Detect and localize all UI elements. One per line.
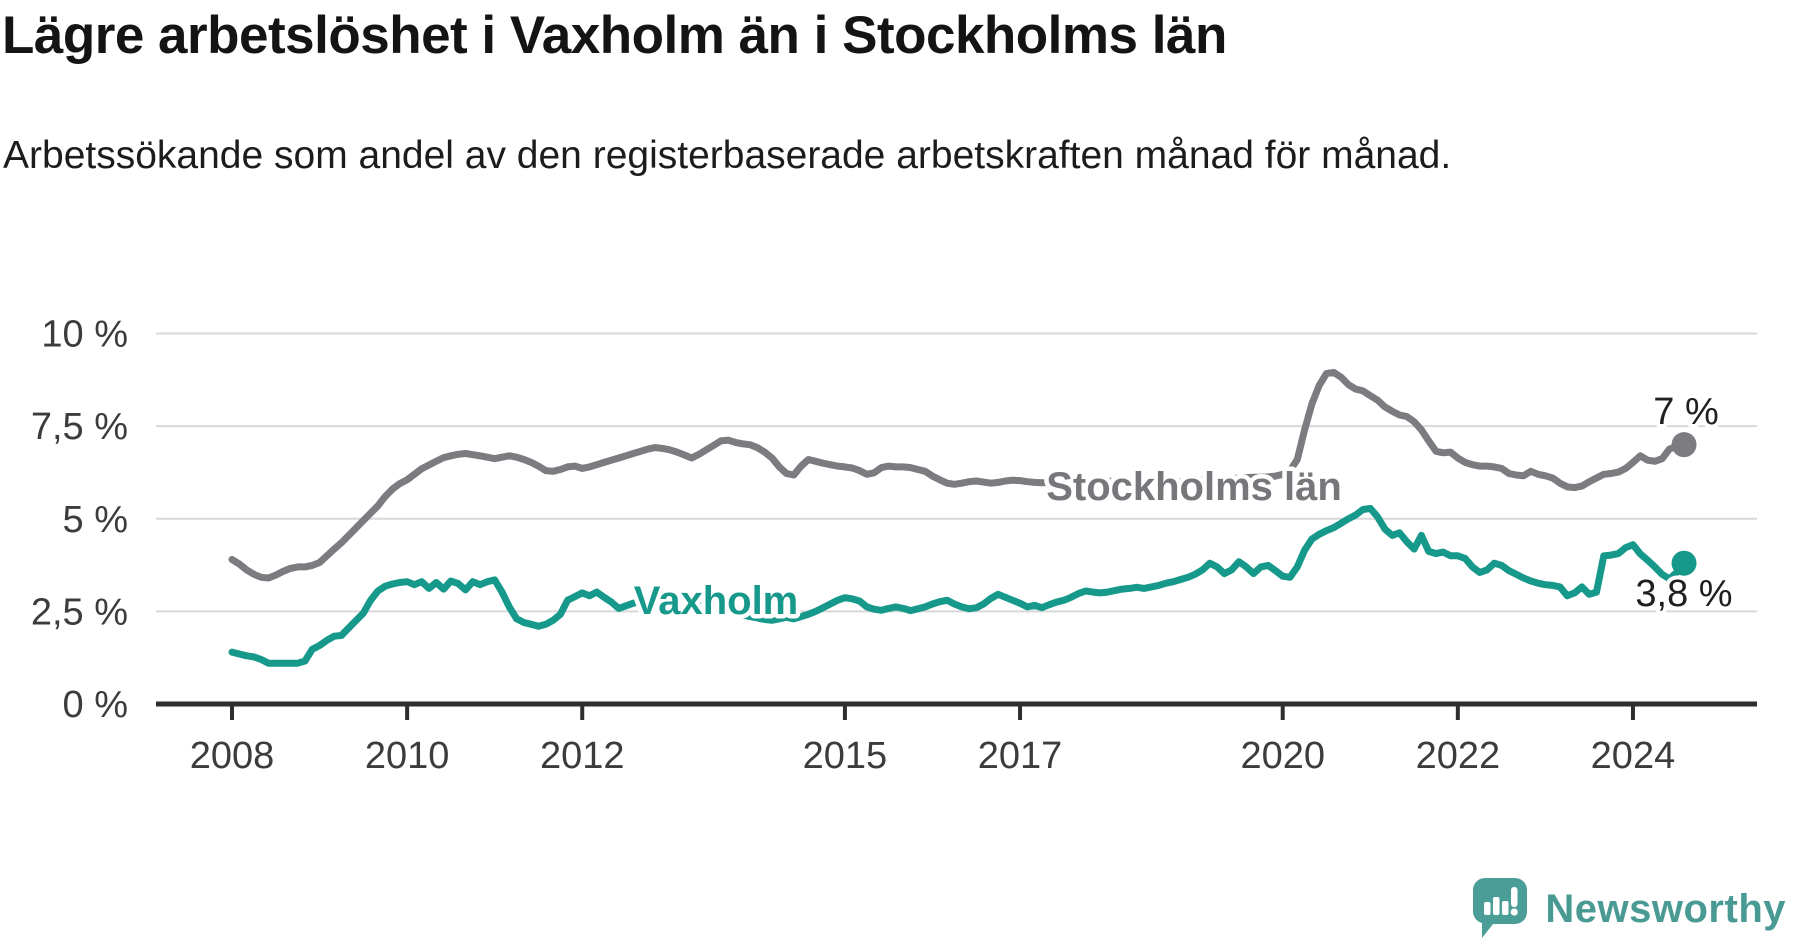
line-vaxholm [228, 504, 1688, 667]
y-tick-label: 7,5 % [31, 406, 128, 448]
y-axis-labels: 0 % 2,5 % 5 % 7,5 % 10 % [31, 314, 128, 727]
speech-bubble-bar-chart-exclamation-icon [1473, 878, 1528, 938]
x-tick-label: 2022 [1416, 735, 1501, 777]
brand-name: Newsworthy [1545, 886, 1786, 931]
gridlines [156, 332, 1757, 613]
newsworthy-logo: Newsworthy [1473, 878, 1786, 940]
series-label-stockholms-lan: Stockholms län [1046, 465, 1342, 509]
x-tick-label: 2010 [365, 735, 450, 777]
y-tick-label: 5 % [63, 499, 128, 541]
x-tick-label: 2015 [803, 735, 888, 777]
page-subtitle: Arbetssökande som andel av den registerb… [3, 134, 1452, 177]
y-tick-label: 0 % [63, 684, 128, 726]
x-tick-label: 2008 [190, 735, 275, 777]
series-label-vaxholm: Vaxholm [634, 579, 799, 623]
x-tick-label: 2024 [1591, 735, 1676, 777]
x-tick-label: 2012 [540, 735, 625, 777]
line-stockholms-län [228, 368, 1688, 582]
page-title: Lägre arbetslöshet i Vaxholm än i Stockh… [2, 6, 1227, 65]
x-axis [156, 701, 1757, 720]
end-value-label-stockholms-lan: 7 % [1653, 391, 1718, 433]
y-tick-label: 10 % [41, 314, 128, 356]
end-dot-vaxholm [1671, 550, 1697, 576]
x-axis-labels: 2008 2010 2012 2015 2017 2020 2022 2024 [190, 735, 1676, 777]
end-dot-stockholms-län [1671, 432, 1697, 458]
data-series [228, 368, 1697, 667]
x-tick-label: 2020 [1240, 735, 1325, 777]
x-tick-label: 2017 [978, 735, 1063, 777]
end-value-label-vaxholm: 3,8 % [1635, 573, 1732, 615]
y-tick-label: 2,5 % [31, 591, 128, 633]
